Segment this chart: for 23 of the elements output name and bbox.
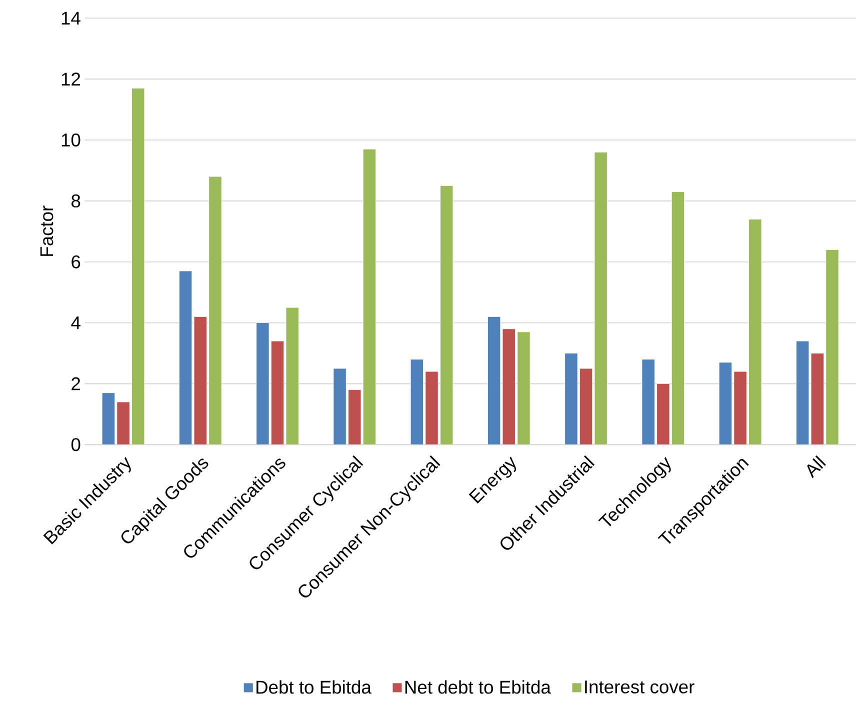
y-tick-label: 4 [71,316,80,330]
bar [362,149,376,445]
y-axis-title: Factor [40,206,54,256]
x-tick-label: All [807,455,826,478]
legend-label: Debt to Ebitda [256,680,372,694]
bar [517,332,530,445]
legend-label: Net debt to Ebitda [405,680,551,694]
y-tick-label: 8 [72,194,80,208]
bar [748,219,762,445]
legend-label: Interest cover [585,680,694,694]
y-tick-label: 6 [72,255,80,268]
y-tick-label: 14 [62,12,80,25]
bar [594,152,608,445]
bar [671,192,685,445]
y-tick-label: 0 [71,438,80,452]
y-tick-label: 10 [62,134,80,147]
bar [132,88,145,445]
bar [286,307,299,445]
y-tick-label: 12 [62,72,80,86]
bar [440,186,454,445]
bar [826,250,839,445]
y-tick-label: 2 [72,377,80,390]
bar [208,176,222,445]
